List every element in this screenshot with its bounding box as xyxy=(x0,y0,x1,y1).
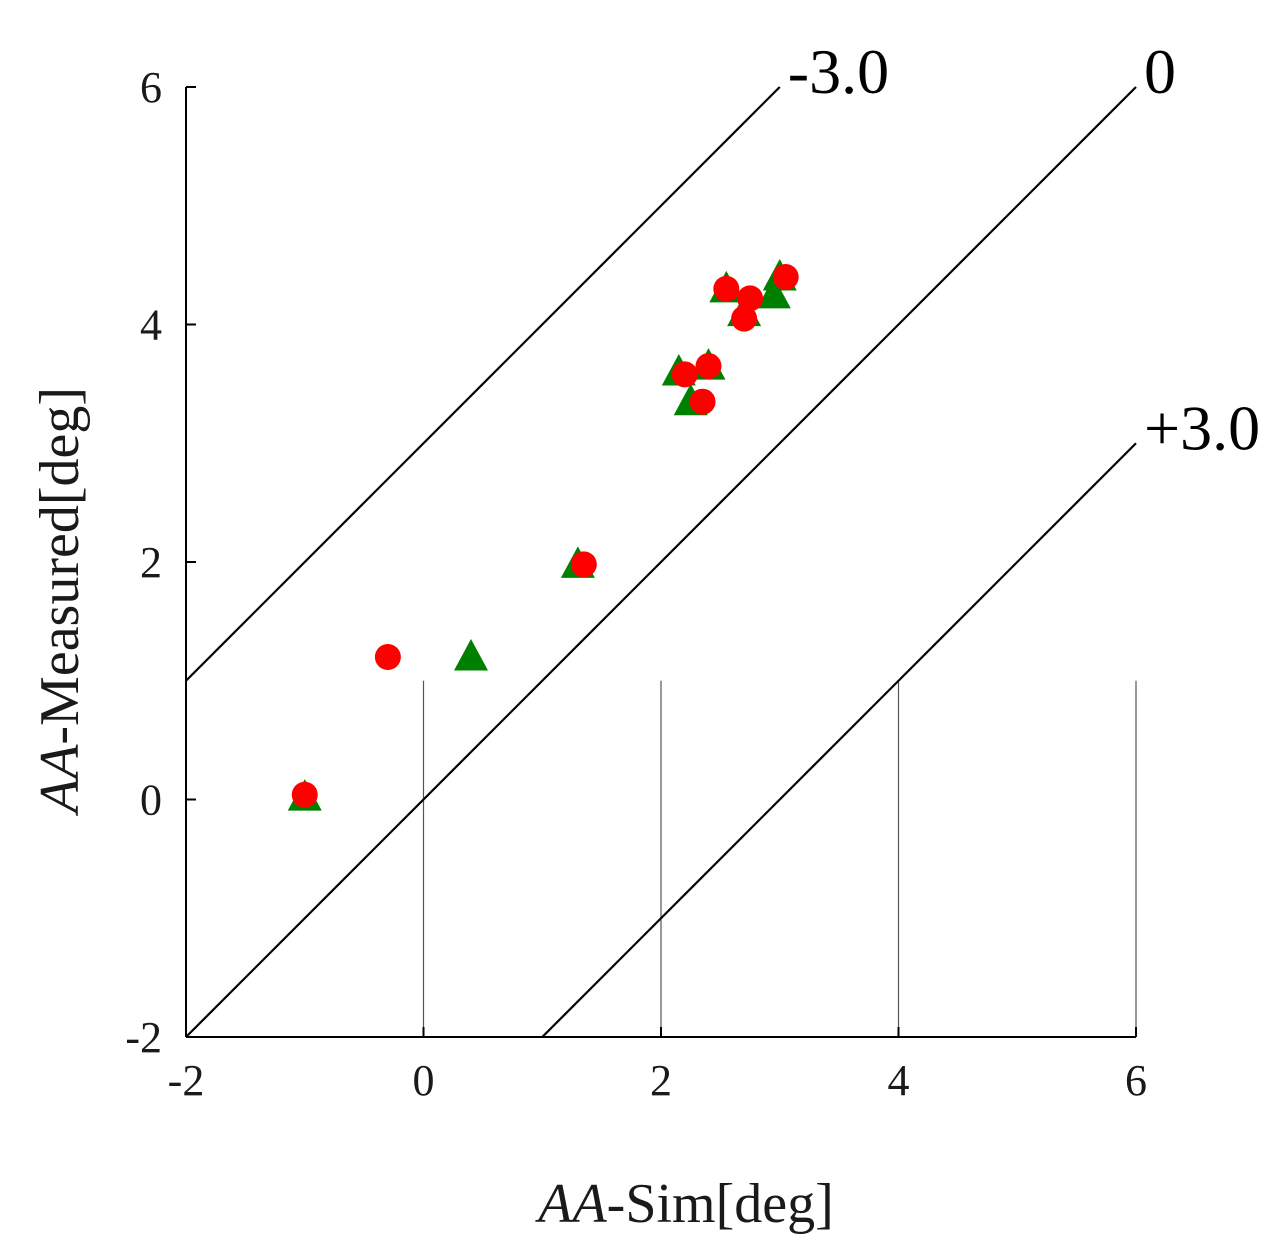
circle-point xyxy=(731,305,758,332)
y-tick-label: 2 xyxy=(140,538,162,587)
data-points xyxy=(287,259,799,811)
x-tick-label: -2 xyxy=(168,1056,205,1105)
y-tick-label: 4 xyxy=(140,301,162,350)
circle-point xyxy=(671,361,698,388)
circle-point xyxy=(689,388,716,415)
reference-line xyxy=(185,86,1137,1038)
y-ticks: -2 0 2 4 6 xyxy=(125,63,196,1062)
x-tick-label: 6 xyxy=(1125,1056,1147,1105)
vertical-gridlines xyxy=(422,680,1137,1037)
reference-line xyxy=(185,86,781,682)
x-ticks: -2 0 2 4 6 xyxy=(168,1027,1147,1105)
circle-point xyxy=(713,275,740,302)
circle-point xyxy=(291,781,318,808)
y-tick-label: 0 xyxy=(140,776,162,825)
y-tick-label: -2 xyxy=(125,1013,162,1062)
circle-point xyxy=(374,644,401,670)
circle-point xyxy=(695,353,722,380)
circle-point xyxy=(737,285,764,312)
reference-lines: -3.0 0 +3.0 xyxy=(185,36,1260,1038)
reference-line-label: 0 xyxy=(1144,36,1176,107)
x-tick-label: 0 xyxy=(413,1056,435,1105)
y-tick-label: 6 xyxy=(140,63,162,112)
triangle-point xyxy=(756,276,791,309)
x-tick-label: 2 xyxy=(650,1056,672,1105)
x-tick-label: 4 xyxy=(888,1056,910,1105)
reference-line xyxy=(541,442,1137,1038)
reference-line-label: -3.0 xyxy=(788,36,889,107)
triangle-point xyxy=(454,639,488,671)
circle-point xyxy=(772,264,799,290)
y-axis-title: AA-Measured[deg] xyxy=(29,387,91,817)
circle-point xyxy=(570,551,597,578)
reference-line-label: +3.0 xyxy=(1144,392,1260,463)
x-axis-title: AA-Sim[deg] xyxy=(534,1173,833,1235)
